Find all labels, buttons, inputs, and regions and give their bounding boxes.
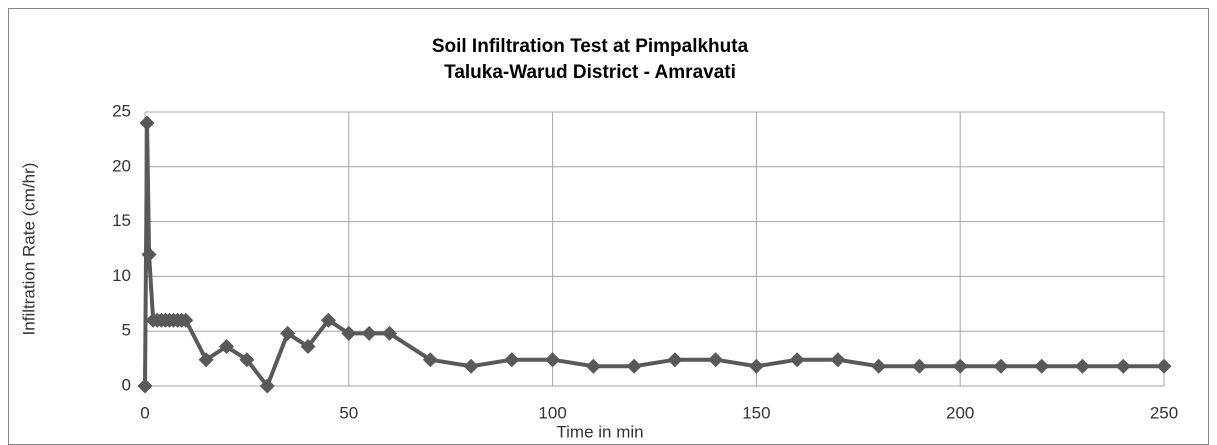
data-point (708, 352, 724, 368)
y-tick-label: 15 (112, 211, 131, 230)
data-point (137, 378, 153, 394)
data-point (871, 358, 887, 374)
data-point (1034, 358, 1050, 374)
y-tick-label: 25 (112, 101, 131, 120)
data-point (993, 358, 1009, 374)
data-point (1156, 358, 1172, 374)
chart-title: Soil Infiltration Test at Pimpalkhuta (432, 36, 749, 57)
data-point (139, 115, 155, 131)
data-point (141, 246, 157, 262)
data-point (320, 312, 336, 328)
y-tick-label: 5 (122, 321, 131, 340)
x-tick-label: 200 (946, 403, 974, 422)
chart-frame (8, 8, 1209, 445)
data-point (504, 352, 520, 368)
data-point (219, 339, 235, 355)
data-point (545, 352, 561, 368)
data-point (300, 339, 316, 355)
data-point (830, 352, 846, 368)
data-point (952, 358, 968, 374)
data-point (178, 312, 194, 328)
data-point (1115, 358, 1131, 374)
data-point (1074, 358, 1090, 374)
data-point (748, 358, 764, 374)
data-point (382, 325, 398, 341)
data-point (585, 358, 601, 374)
data-point (198, 352, 214, 368)
data-point (789, 352, 805, 368)
data-point (667, 352, 683, 368)
data-point (239, 352, 255, 368)
x-tick-label: 0 (140, 403, 149, 422)
data-point (341, 325, 357, 341)
x-tick-label: 250 (1150, 403, 1178, 422)
x-tick-label: 50 (339, 403, 358, 422)
data-point (361, 325, 377, 341)
data-point (422, 352, 438, 368)
x-tick-label: 150 (742, 403, 770, 422)
data-point (463, 358, 479, 374)
y-tick-label: 0 (122, 375, 131, 394)
chart-subtitle: Taluka-Warud District - Amravati (444, 62, 736, 83)
data-point (280, 325, 296, 341)
x-tick-label: 100 (538, 403, 566, 422)
x-axis-label: Time in min (556, 422, 643, 441)
y-tick-label: 20 (112, 156, 131, 175)
data-point (911, 358, 927, 374)
y-axis-label: Infiltration Rate (cm/hr) (19, 163, 38, 336)
y-tick-label: 10 (112, 266, 131, 285)
data-point (626, 358, 642, 374)
data-point (259, 378, 275, 394)
